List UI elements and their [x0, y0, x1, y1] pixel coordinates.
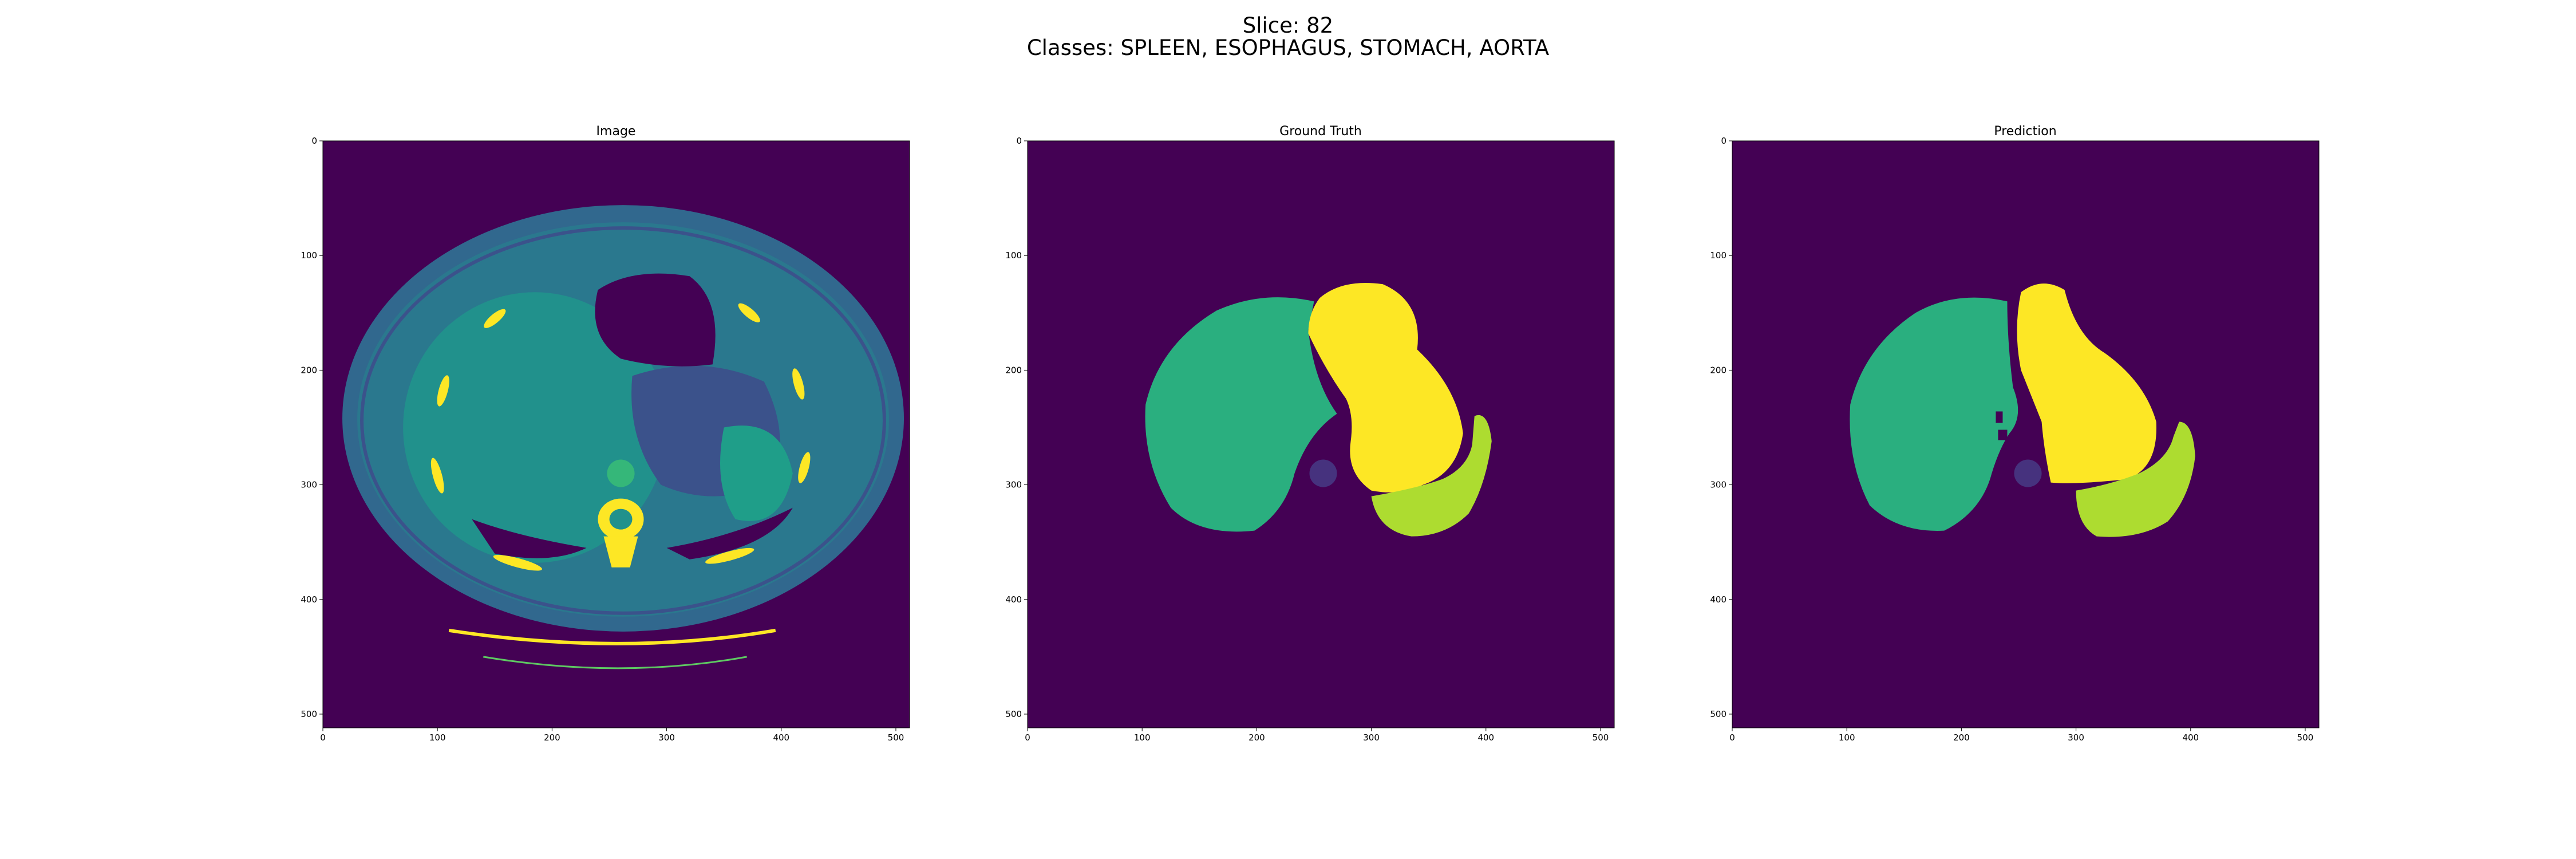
panel-image: Image: [322, 124, 910, 728]
x-tick-label: 200: [1249, 732, 1265, 743]
panel-ground-truth: Ground Truth: [1027, 124, 1615, 728]
y-tick-label: 500: [1005, 709, 1022, 719]
y-tick-label: 0: [1016, 136, 1022, 146]
panel-title-prediction: Prediction: [1994, 124, 2056, 139]
x-tick-label: 400: [773, 732, 789, 743]
ct-image: [323, 141, 910, 728]
x-tick-label: 300: [2068, 732, 2084, 743]
y-tick-label: 500: [1710, 709, 1726, 719]
y-tick-label: 0: [1721, 136, 1726, 146]
y-tick-label: 400: [301, 594, 317, 605]
y-tick-label: 500: [301, 709, 317, 719]
x-tick-label: 500: [2297, 732, 2314, 743]
x-tick-label: 300: [658, 732, 675, 743]
figure-title-line1: Slice: 82: [1243, 13, 1333, 38]
x-tick-label: 500: [1593, 732, 1609, 743]
x-tick-label: 0: [1729, 732, 1735, 743]
y-tick-label: 300: [301, 480, 317, 490]
x-tick-label: 0: [320, 732, 326, 743]
y-tick-label: 300: [1005, 480, 1022, 490]
x-tick-label: 200: [1953, 732, 1970, 743]
x-tick-label: 100: [429, 732, 446, 743]
x-tick-label: 500: [888, 732, 904, 743]
y-tick-label: 0: [311, 136, 317, 146]
x-tick-label: 0: [1025, 732, 1030, 743]
y-tick-label: 200: [1710, 365, 1726, 375]
y-tick-label: 200: [1005, 365, 1022, 375]
x-tick-label: 300: [1363, 732, 1380, 743]
y-tick-label: 100: [1005, 250, 1022, 261]
y-tick-label: 400: [1005, 594, 1022, 605]
y-tick-label: 100: [301, 250, 317, 261]
y-tick-label: 100: [1710, 250, 1726, 261]
y-tick-label: 300: [1710, 480, 1726, 490]
prediction-mask: [1732, 141, 2319, 728]
x-tick-label: 100: [1839, 732, 1855, 743]
figure-title-line2: Classes: SPLEEN, ESOPHAGUS, STOMACH, AOR…: [1027, 36, 1549, 60]
panel-title-ground-truth: Ground Truth: [1279, 124, 1362, 139]
y-tick-label: 200: [301, 365, 317, 375]
panel-prediction: Prediction: [1732, 124, 2320, 728]
x-tick-label: 200: [544, 732, 560, 743]
x-tick-label: 400: [1477, 732, 1494, 743]
panel-title-image: Image: [596, 124, 636, 139]
axis-ticks: 0 100 200 300 400 500 0 100 200 300 400 500 0 100 200 3…: [301, 136, 2313, 743]
x-tick-label: 100: [1134, 732, 1151, 743]
x-tick-label: 400: [2182, 732, 2199, 743]
y-tick-label: 400: [1710, 594, 1726, 605]
ground-truth-mask: [1028, 141, 1614, 728]
